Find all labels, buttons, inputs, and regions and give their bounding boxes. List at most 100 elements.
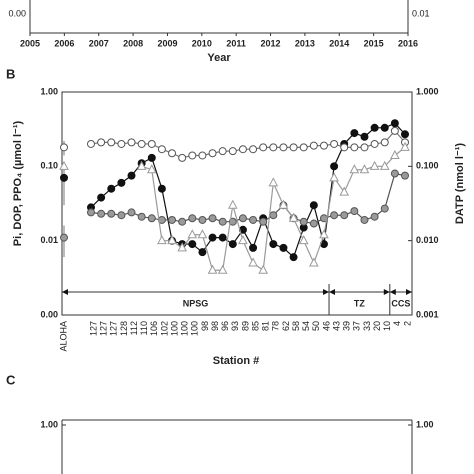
x-tick-label: 20 [372,321,382,331]
data-point [379,160,390,170]
data-point [279,243,288,252]
data-point [319,229,329,239]
data-point [350,143,359,152]
data-point [339,186,350,196]
data-point [238,214,247,223]
x-tick-label: 2009 [157,38,177,48]
data-point [319,141,328,150]
y-tick-label: 1.00 [40,419,58,429]
data-point [59,160,69,170]
y2-tick-label: 0.01 [412,8,430,18]
x-tick-label: 2013 [295,38,315,48]
data-point [370,212,379,221]
data-point [136,160,147,170]
x-tick-label: 2012 [261,38,281,48]
data-point [288,212,299,222]
data-point [309,257,319,267]
data-point [117,139,126,148]
x-tick-label: 127 [99,321,109,336]
data-point [369,160,380,170]
data-point [60,173,68,182]
x-axis-label: Year [207,52,231,64]
data-point [390,149,400,159]
panel-label: B [6,66,15,81]
x-tick-label: ALOHA [58,321,68,352]
x-tick-label: 43 [331,321,341,331]
x-tick-label: 37 [352,321,362,331]
panel-label: C [6,372,16,387]
x-tick-label: 2010 [192,38,212,48]
x-tick-label: 85 [250,321,260,331]
data-point [299,217,308,226]
data-point [340,143,349,152]
y-axis-label: Pi, DOP, PPO₄ (µmol l⁻¹) [12,120,24,246]
x-axis-label: Station # [213,355,259,367]
x-tick-label: 10 [382,321,392,331]
data-point [127,208,136,217]
x-tick-label: 2 [402,321,412,326]
data-point [218,217,227,226]
data-point [197,229,208,239]
data-point [259,217,268,226]
data-point [258,264,269,274]
x-tick-label: 46 [321,321,331,331]
data-point [330,139,339,148]
data-point [401,171,409,180]
data-point [299,143,308,152]
data-point [269,211,278,220]
data-point [370,139,379,148]
data-point [188,151,197,160]
data-point [249,243,258,252]
x-tick-label: 2007 [89,38,109,48]
arrow-head [389,289,412,295]
data-point [350,207,359,216]
data-point [137,212,146,221]
data-point [127,171,136,180]
data-point [360,143,369,152]
data-point [340,211,349,220]
data-point [87,208,95,217]
x-tick-label: 50 [311,321,321,331]
x-tick-label: 102 [159,321,169,336]
data-point [147,153,156,162]
data-point [117,211,126,220]
x-tick-label: 100 [180,321,190,336]
data-point [97,193,106,202]
x-tick-label: 2015 [364,38,384,48]
data-point [157,235,167,245]
x-tick-label: 2008 [123,38,143,48]
data-point [279,143,288,152]
data-point [198,248,207,257]
data-point [178,217,187,226]
x-tick-label: 106 [149,321,159,336]
x-tick-label: 127 [109,321,119,336]
region-label: NPSG [183,298,209,308]
x-tick-label: 89 [240,321,250,331]
data-point [329,172,339,182]
data-point [269,143,278,152]
data-point [309,219,318,228]
x-tick-label: 2005 [20,38,40,48]
data-point [401,130,409,139]
data-point [227,199,238,209]
x-tick-label: 128 [119,321,129,336]
y2-tick-label: 0.100 [416,161,439,171]
data-point [146,164,157,174]
data-point [249,215,258,224]
data-point [350,129,359,138]
x-tick-label: 127 [88,321,98,336]
data-point [168,149,177,158]
y-tick-label: 0.01 [40,235,58,245]
data-point [207,264,218,274]
data-point [117,178,126,187]
y-tick-label: 0.00 [8,8,26,18]
x-tick-label: 58 [291,321,301,331]
data-point [198,215,207,224]
data-point [360,215,369,224]
region-label: TZ [354,298,365,308]
data-point [228,240,237,249]
data-point [208,149,217,158]
data-point [218,233,227,242]
plot-frame [61,91,413,316]
data-point [178,153,187,162]
